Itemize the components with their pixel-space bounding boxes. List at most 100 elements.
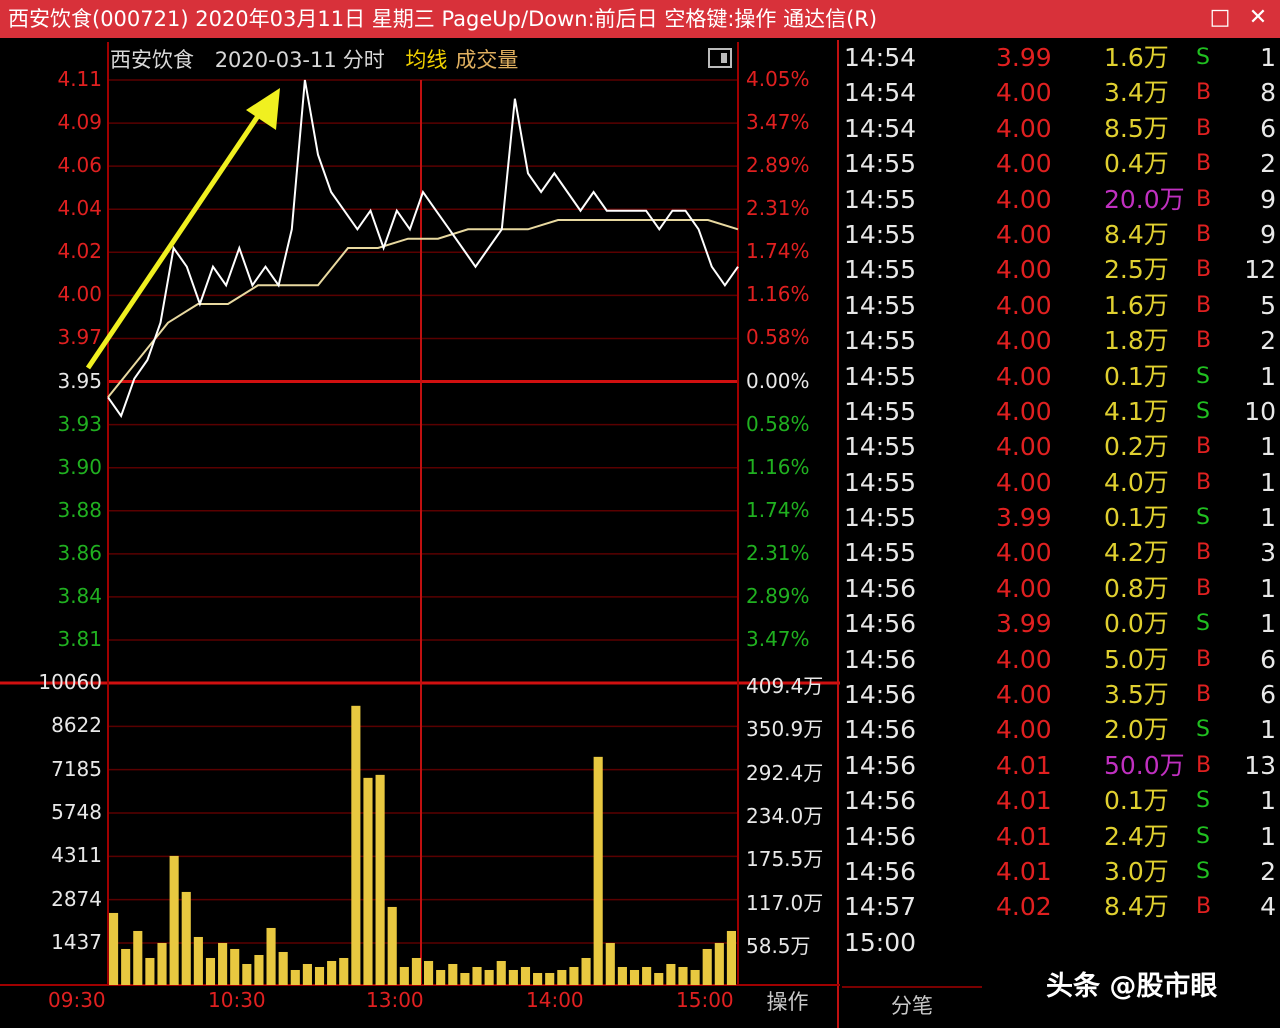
tick-row[interactable]: 14:55 4.00 1.8万 B 2	[842, 323, 1280, 358]
tick-row[interactable]: 14:57 4.02 8.4万 B 4	[842, 889, 1280, 924]
tick-row[interactable]: 14:55 4.00 0.4万 B 2	[842, 146, 1280, 181]
tick-count: 6	[1260, 113, 1276, 143]
percent-tick-label: 4.05%	[746, 67, 810, 91]
tick-row[interactable]: 14:55 4.00 8.4万 B 9	[842, 217, 1280, 252]
tick-price: 4.00	[996, 715, 1052, 745]
tick-volume: 0.1万	[1104, 503, 1169, 533]
tick-volume: 0.2万	[1104, 432, 1169, 462]
tick-row[interactable]: 14:56 4.00 3.5万 B 6	[842, 677, 1280, 712]
tick-time: 14:55	[844, 219, 917, 249]
volume-bar	[605, 942, 615, 985]
price-tick-label: 3.84	[57, 583, 102, 608]
tick-price: 3.99	[996, 503, 1052, 533]
tick-row[interactable]: 14:55 4.00 4.1万 S 10	[842, 394, 1280, 429]
volume-bar	[109, 912, 119, 985]
tick-count: 8	[1260, 78, 1276, 108]
tick-row[interactable]: 14:55 4.00 4.2万 B 3	[842, 535, 1280, 570]
tick-count: 1	[1260, 432, 1276, 462]
tick-side: S	[1196, 505, 1210, 531]
tick-row[interactable]: 14:56 4.00 5.0万 B 6	[842, 642, 1280, 677]
tick-row[interactable]: 14:54 4.00 3.4万 B 8	[842, 75, 1280, 110]
tick-time: 14:56	[844, 750, 917, 780]
tab-operate[interactable]: 操作	[766, 990, 809, 1014]
tick-list[interactable]: 14:54 3.99 1.6万 S 1 14:54 4.00 3.4万 B 8 14:54 4.00 8…	[842, 40, 1280, 960]
close-icon[interactable]: ✕	[1248, 5, 1268, 30]
volume-bar	[508, 969, 518, 985]
tick-side: B	[1196, 540, 1212, 566]
tick-side: B	[1196, 221, 1212, 247]
price-tick-label: 4.00	[57, 282, 102, 307]
tick-price: 4.02	[996, 892, 1052, 922]
volume-bar	[218, 942, 228, 985]
tick-count: 13	[1244, 750, 1276, 780]
volume-tick-label: 7185	[51, 756, 102, 781]
tick-side: S	[1196, 823, 1210, 849]
tick-time: 14:55	[844, 326, 917, 356]
tick-price: 4.01	[996, 750, 1052, 780]
tick-volume: 0.8万	[1104, 573, 1169, 603]
tick-volume: 1.8万	[1104, 326, 1169, 356]
tick-row[interactable]: 14:56 4.00 0.8万 B 1	[842, 571, 1280, 606]
tick-row[interactable]: 14:55 4.00 0.2万 B 1	[842, 429, 1280, 464]
volume-tick-label: 1437	[51, 930, 102, 954]
volume-bar	[581, 957, 591, 985]
tick-row[interactable]: 15:00	[842, 925, 1280, 960]
volume-bar	[399, 966, 409, 985]
tick-volume: 8.5万	[1104, 113, 1169, 143]
tick-row[interactable]: 14:56 3.99 0.0万 S 1	[842, 606, 1280, 641]
tick-row[interactable]: 14:55 4.00 0.1万 S 1	[842, 359, 1280, 394]
tick-side: S	[1196, 788, 1210, 814]
volume-bar	[436, 969, 446, 985]
price-line	[107, 79, 739, 419]
tick-side: S	[1196, 858, 1210, 884]
tick-row[interactable]: 14:55 4.00 1.6万 B 5	[842, 288, 1280, 323]
tick-row[interactable]: 14:55 3.99 0.1万 S 1	[842, 500, 1280, 535]
tick-row[interactable]: 14:56 4.01 50.0万 B 13	[842, 748, 1280, 783]
percent-tick-label: 3.47%	[746, 627, 810, 651]
time-tick-label: 14:00	[526, 988, 584, 1012]
tick-row[interactable]: 14:56 4.01 2.4万 S 1	[842, 819, 1280, 854]
tick-row[interactable]: 14:56 4.00 2.0万 S 1	[842, 712, 1280, 747]
tick-row[interactable]: 14:55 4.00 2.5万 B 12	[842, 252, 1280, 287]
tick-count: 1	[1260, 821, 1276, 851]
tick-row[interactable]: 14:54 4.00 8.5万 B 6	[842, 111, 1280, 146]
tick-count: 2	[1260, 856, 1276, 886]
tick-time: 14:55	[844, 149, 917, 179]
volume-bar	[339, 957, 349, 985]
tick-row[interactable]: 14:55 4.00 20.0万 B 9	[842, 182, 1280, 217]
tick-volume: 50.0万	[1104, 750, 1185, 780]
tick-row[interactable]: 14:56 4.01 3.0万 S 2	[842, 854, 1280, 889]
tick-row[interactable]: 14:56 4.01 0.1万 S 1	[842, 783, 1280, 818]
tick-count: 1	[1260, 609, 1276, 639]
volume-bar	[266, 927, 276, 985]
tick-side: B	[1196, 186, 1212, 212]
volume-label[interactable]: 成交量	[455, 48, 519, 72]
square-icon[interactable]: □	[1209, 5, 1231, 30]
volume-bar	[448, 963, 458, 985]
volume-tick-label: 2874	[51, 886, 102, 911]
tab-ticks[interactable]: 分笔	[842, 986, 982, 1022]
tick-time: 14:55	[844, 396, 917, 426]
tick-volume: 3.4万	[1104, 78, 1169, 108]
panel-toggle-icon[interactable]	[708, 48, 732, 68]
tick-count: 10	[1244, 396, 1276, 426]
tick-side: B	[1196, 151, 1212, 177]
tick-time: 14:56	[844, 573, 917, 603]
tick-volume: 2.0万	[1104, 715, 1169, 745]
tick-count: 9	[1260, 184, 1276, 214]
tick-count: 3	[1260, 538, 1276, 568]
tick-side: B	[1196, 434, 1212, 460]
tick-side: B	[1196, 328, 1212, 354]
intraday-chart[interactable]	[0, 0, 840, 1028]
avg-line-label[interactable]: 均线	[405, 48, 448, 72]
volume-bar	[569, 966, 579, 985]
tick-time: 14:56	[844, 856, 917, 886]
price-tick-label: 4.11	[57, 67, 102, 91]
volume-bar	[678, 966, 688, 985]
tick-row[interactable]: 14:54 3.99 1.6万 S 1	[842, 40, 1280, 75]
annotation-arrowhead	[246, 88, 280, 130]
volume-bar	[181, 891, 191, 985]
tick-price: 4.00	[996, 255, 1052, 285]
tick-row[interactable]: 14:55 4.00 4.0万 B 1	[842, 465, 1280, 500]
percent-tick-label: 2.31%	[746, 540, 810, 565]
